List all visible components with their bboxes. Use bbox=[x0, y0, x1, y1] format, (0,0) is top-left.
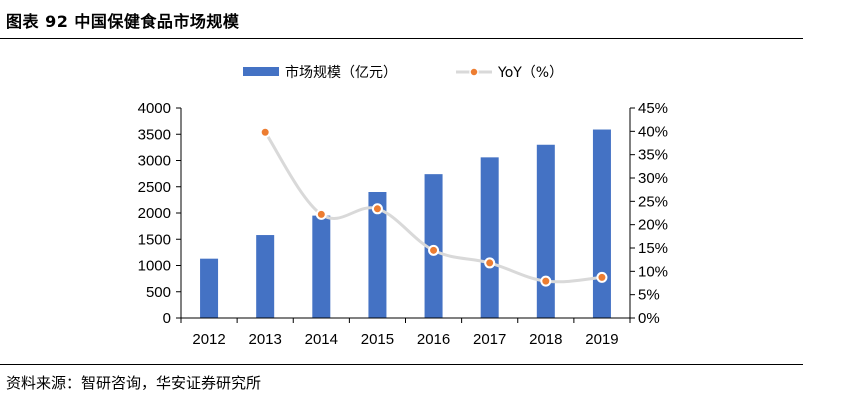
yoy-point-2016 bbox=[428, 244, 440, 256]
bottom-rule bbox=[0, 364, 803, 365]
source-note: 资料来源：智研咨询，华安证券研究所 bbox=[6, 374, 262, 392]
left-tick-label: 2500 bbox=[138, 179, 171, 196]
yoy-point-2015 bbox=[371, 203, 383, 215]
top-rule bbox=[0, 38, 803, 39]
right-tick-label: 15% bbox=[638, 240, 668, 257]
bar-2019 bbox=[592, 129, 611, 318]
right-tick-label: 30% bbox=[638, 170, 668, 187]
x-tick-label: 2013 bbox=[249, 331, 282, 348]
yoy-point-2017 bbox=[484, 257, 496, 269]
left-axis: 0 500 1000 1500 2000 2500 3000 3500 4000 bbox=[138, 100, 182, 327]
left-tick-label: 1500 bbox=[138, 231, 171, 248]
x-tick-label: 2017 bbox=[473, 331, 506, 348]
left-tick-label: 4000 bbox=[138, 100, 171, 117]
right-tick-label: 25% bbox=[638, 193, 668, 210]
bar-2017 bbox=[480, 157, 499, 318]
chart-area: 市场规模（亿元） YoY（%） 0 500 1000 1500 2000 2500 3000 3… bbox=[138, 64, 668, 348]
right-tick-label: 10% bbox=[638, 263, 668, 280]
x-axis: 2012 2013 2014 2015 2016 2017 2018 2019 bbox=[180, 317, 631, 348]
bar-series bbox=[200, 129, 611, 318]
left-tick-label: 3500 bbox=[138, 126, 171, 143]
legend: 市场规模（亿元） YoY（%） bbox=[243, 64, 563, 81]
x-tick-label: 2018 bbox=[529, 331, 562, 348]
bar-2013 bbox=[256, 235, 275, 318]
bar-2015 bbox=[368, 192, 387, 318]
bar-2014 bbox=[312, 215, 331, 318]
x-tick-label: 2015 bbox=[361, 331, 394, 348]
yoy-point-2014 bbox=[315, 208, 327, 220]
left-tick-label: 500 bbox=[146, 284, 171, 301]
left-tick-label: 0 bbox=[163, 310, 171, 327]
x-tick-label: 2019 bbox=[585, 331, 618, 348]
x-tick-label: 2016 bbox=[417, 331, 450, 348]
bar-2018 bbox=[536, 144, 555, 318]
yoy-point-2019 bbox=[596, 271, 608, 283]
left-tick-label: 1000 bbox=[138, 258, 171, 275]
chart-title: 图表 92 中国保健食品市场规模 bbox=[6, 12, 240, 31]
right-tick-label: 40% bbox=[638, 123, 668, 140]
bar-2012 bbox=[200, 258, 219, 318]
right-tick-label: 20% bbox=[638, 217, 668, 234]
right-tick-label: 35% bbox=[638, 147, 668, 164]
legend-label-bar: 市场规模（亿元） bbox=[285, 64, 397, 81]
right-axis: 0% 5% 10% 15% 20% 25% 30% 35% 40% 45% bbox=[629, 100, 668, 327]
legend-swatch-bar bbox=[243, 67, 279, 76]
left-tick-label: 2000 bbox=[138, 205, 171, 222]
legend-label-line: YoY（%） bbox=[497, 65, 563, 81]
right-tick-label: 45% bbox=[638, 100, 668, 117]
line-series bbox=[259, 126, 608, 287]
yoy-point-2018 bbox=[540, 275, 552, 287]
legend-swatch-marker bbox=[469, 67, 479, 77]
x-tick-label: 2012 bbox=[192, 331, 225, 348]
right-tick-label: 5% bbox=[638, 287, 660, 304]
x-tick-label: 2014 bbox=[305, 331, 338, 348]
right-tick-label: 0% bbox=[638, 310, 660, 327]
left-tick-label: 3000 bbox=[138, 153, 171, 170]
yoy-point-2013 bbox=[259, 126, 271, 138]
